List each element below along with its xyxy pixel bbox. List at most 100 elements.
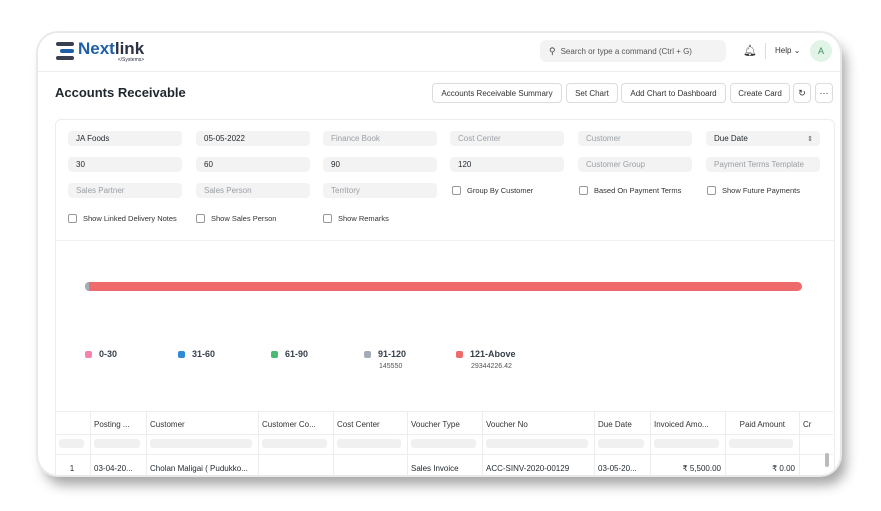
- legend-value: 29344226.42: [471, 363, 512, 370]
- summary-button[interactable]: Accounts Receivable Summary: [432, 83, 562, 103]
- column-filter-input[interactable]: [598, 439, 644, 448]
- column-filter-input[interactable]: [59, 439, 84, 448]
- report-card: JA Foods 05-05-2022 Finance Book Cost Ce…: [55, 119, 835, 475]
- column-header[interactable]: Voucher No: [486, 420, 528, 429]
- range4-filter[interactable]: 120: [450, 157, 564, 172]
- table-cell[interactable]: ₹ 5,500.00: [682, 464, 721, 473]
- chevron-down-icon: ⌄: [793, 46, 801, 55]
- bar-segment-121-Above[interactable]: [88, 282, 802, 291]
- group-by-customer-checkbox[interactable]: Group By Customer: [452, 186, 533, 195]
- show-linked-delivery-notes-checkbox[interactable]: Show Linked Delivery Notes: [68, 214, 177, 223]
- table-cell[interactable]: Sales Invoice: [411, 464, 459, 473]
- ageing-chart: [85, 282, 802, 291]
- table-cell[interactable]: 03-05-20...: [598, 464, 637, 473]
- customer-filter[interactable]: Customer: [578, 131, 692, 146]
- table-scrollbar[interactable]: [825, 453, 829, 467]
- column-filter-input[interactable]: [729, 439, 793, 448]
- show-future-payments-checkbox[interactable]: Show Future Payments: [707, 186, 800, 195]
- legend-label: 31-60: [192, 349, 216, 359]
- brand-logo[interactable]: Nextlink </Systems>: [56, 39, 145, 63]
- based-on-payment-terms-checkbox[interactable]: Based On Payment Terms: [579, 186, 681, 195]
- legend-item-0-30[interactable]: 0-30: [85, 349, 117, 359]
- legend-label: 0-30: [99, 349, 118, 359]
- legend-label: 91-120: [378, 349, 407, 359]
- range3-filter[interactable]: 90: [323, 157, 437, 172]
- brand-name: Nextlink: [78, 39, 145, 58]
- column-divider: [725, 412, 726, 475]
- bell-icon[interactable]: 🔔︎: [743, 45, 757, 57]
- search-input[interactable]: ⚲ Search or type a command (Ctrl + G): [540, 40, 726, 62]
- brand-name-part1: Next: [78, 39, 115, 58]
- checkbox-box: [323, 214, 332, 223]
- legend-swatch: [456, 351, 463, 358]
- range1-filter[interactable]: 30: [68, 157, 182, 172]
- column-filter-input[interactable]: [486, 439, 588, 448]
- column-filter-input[interactable]: [337, 439, 401, 448]
- column-filter-input[interactable]: [94, 439, 140, 448]
- legend-item-121-Above[interactable]: 121-Above 29344226.42: [456, 349, 516, 370]
- territory-filter[interactable]: Territory: [323, 183, 437, 198]
- show-remarks-label: Show Remarks: [338, 214, 389, 223]
- help-dropdown[interactable]: Help ⌄: [775, 46, 800, 55]
- create-card-button[interactable]: Create Card: [730, 83, 790, 103]
- range2-filter[interactable]: 60: [196, 157, 310, 172]
- help-label: Help: [775, 46, 792, 55]
- sales-partner-filter[interactable]: Sales Partner: [68, 183, 182, 198]
- column-divider: [146, 412, 147, 475]
- finance-book-filter[interactable]: Finance Book: [323, 131, 437, 146]
- column-header[interactable]: Invoiced Amo...: [654, 420, 709, 429]
- ageing-based-on-select[interactable]: Due Date ⇕: [706, 131, 820, 146]
- app-window: Nextlink </Systems> ⚲ Search or type a c…: [38, 33, 840, 475]
- refresh-icon[interactable]: ↻: [793, 83, 811, 103]
- column-header[interactable]: Cr: [803, 420, 812, 429]
- report-date-filter[interactable]: 05-05-2022: [196, 131, 310, 146]
- column-header[interactable]: Paid Amount: [739, 420, 785, 429]
- show-remarks-checkbox[interactable]: Show Remarks: [323, 214, 389, 223]
- filters-divider: [56, 240, 834, 241]
- company-filter[interactable]: JA Foods: [68, 131, 182, 146]
- column-filter-input[interactable]: [654, 439, 719, 448]
- column-filter-input[interactable]: [262, 439, 327, 448]
- more-icon[interactable]: ⋯: [815, 83, 833, 103]
- avatar[interactable]: A: [810, 40, 832, 62]
- column-header[interactable]: Posting ...: [94, 420, 130, 429]
- group-by-customer-label: Group By Customer: [467, 186, 534, 195]
- legend-swatch: [178, 351, 185, 358]
- column-header[interactable]: Due Date: [598, 420, 632, 429]
- navbar: Nextlink </Systems> ⚲ Search or type a c…: [38, 33, 840, 72]
- legend-value: 145550: [379, 363, 403, 370]
- show-sales-person-checkbox[interactable]: Show Sales Person: [196, 214, 276, 223]
- search-icon: ⚲: [549, 45, 556, 56]
- legend-item-31-60[interactable]: 31-60: [178, 349, 215, 359]
- table-cell[interactable]: 1: [69, 464, 75, 473]
- column-filter-input[interactable]: [150, 439, 252, 448]
- sales-person-filter[interactable]: Sales Person: [196, 183, 310, 198]
- table-cell[interactable]: ₹ 0.00: [772, 464, 795, 473]
- brand-subtitle: </Systems>: [117, 57, 145, 63]
- column-divider: [799, 412, 800, 475]
- table-cell[interactable]: Cholan Maligai ( Pudukko...: [150, 464, 248, 473]
- column-header[interactable]: Voucher Type: [411, 420, 460, 429]
- cost-center-filter[interactable]: Cost Center: [450, 131, 564, 146]
- bar-segment-91-120[interactable]: [85, 282, 89, 291]
- column-header[interactable]: Customer: [150, 420, 185, 429]
- legend-item-91-120[interactable]: 91-120 145550: [364, 349, 407, 370]
- checkbox-box: [452, 186, 461, 195]
- table-cell[interactable]: ACC-SINV-2020-00129: [486, 464, 570, 473]
- add-chart-to-dashboard-button[interactable]: Add Chart to Dashboard: [621, 83, 726, 103]
- column-filter-input[interactable]: [411, 439, 476, 448]
- report-table: Posting ... Customer Customer Co... Cost Ce…: [55, 411, 833, 475]
- column-divider: [407, 412, 408, 475]
- column-header[interactable]: Customer Co...: [262, 420, 316, 429]
- payment-terms-template-filter[interactable]: Payment Terms Template: [706, 157, 820, 172]
- brand-name-part2: link: [114, 39, 145, 58]
- table-cell[interactable]: 03-04-20...: [94, 464, 133, 473]
- column-divider: [482, 412, 483, 475]
- legend-label: 121-Above: [470, 349, 516, 359]
- set-chart-button[interactable]: Set Chart: [566, 83, 618, 103]
- page-title: Accounts Receivable: [55, 85, 186, 100]
- legend-swatch: [271, 351, 278, 358]
- legend-item-61-90[interactable]: 61-90: [271, 349, 308, 359]
- column-header[interactable]: Cost Center: [337, 420, 380, 429]
- customer-group-filter[interactable]: Customer Group: [578, 157, 692, 172]
